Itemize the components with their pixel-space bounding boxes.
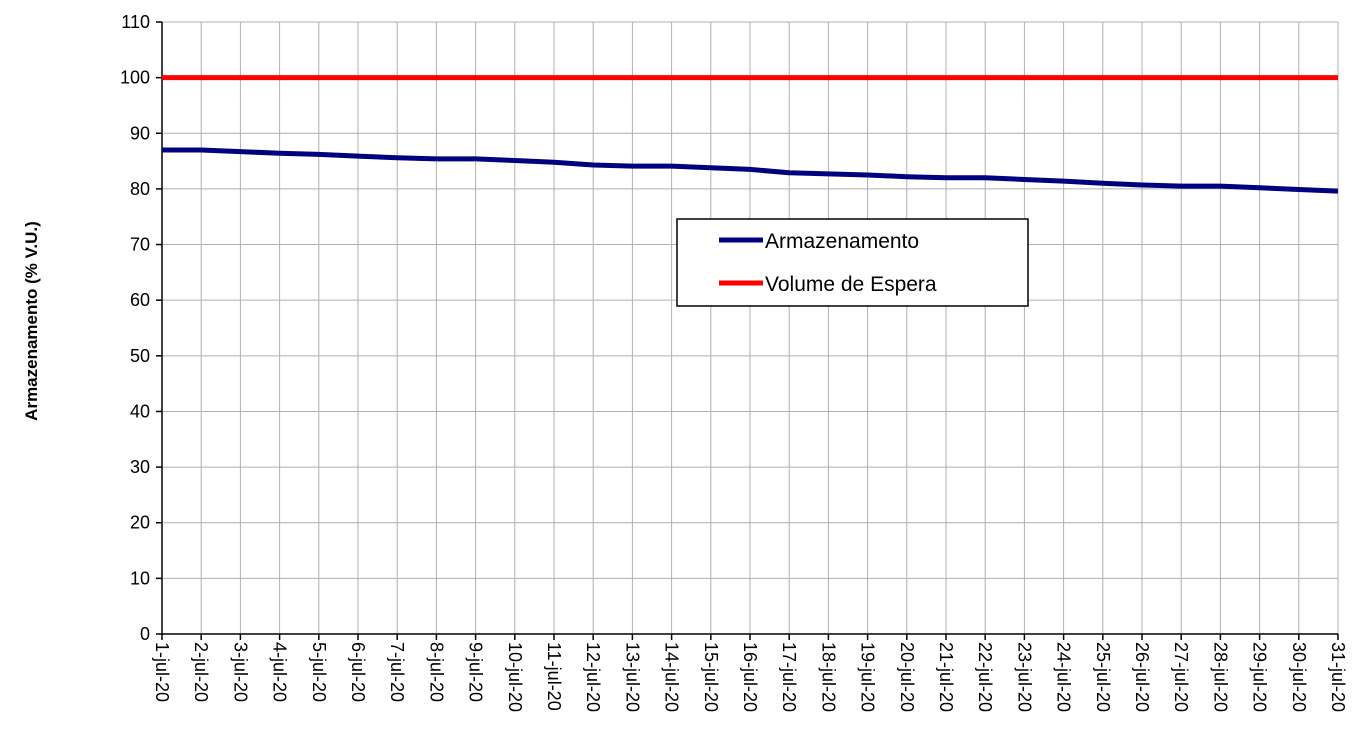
axes [156,21,1339,640]
x-tick-label: 22-jul-20 [975,642,995,712]
series-lines [162,75,1339,194]
legend: Armazenamento Volume de Espera [676,218,1029,307]
x-tick-label: 31-jul-20 [1328,642,1348,712]
y-tick-label: 40 [130,401,150,421]
x-tick-label: 28-jul-20 [1210,642,1230,712]
x-tick-label: 14-jul-20 [662,642,682,712]
legend-label-volume-de-espera: Volume de Espera [765,273,937,296]
x-tick-label: 15-jul-20 [701,642,721,712]
x-tick-label: 20-jul-20 [897,642,917,712]
x-tick-label: 4-jul-20 [270,642,290,702]
x-tick-label: 10-jul-20 [505,642,525,712]
x-tick-label: 1-jul-20 [152,642,172,702]
tick-labels: 0 10 20 30 40 50 60 70 80 90 100 110 1-jul-20 2-jul-2… [120,12,1348,712]
x-tick-label: 6-jul-20 [348,642,368,702]
x-tick-label: 24-jul-20 [1054,642,1074,712]
legend-box [676,218,1029,307]
x-tick-label: 11-jul-20 [544,642,564,711]
x-tick-label: 2-jul-20 [191,642,211,702]
y-tick-label: 60 [130,290,150,310]
y-tick-label: 30 [130,457,150,477]
y-tick-label: 50 [130,346,150,366]
x-tick-label: 5-jul-20 [309,642,329,702]
x-tick-label: 8-jul-20 [426,642,446,702]
x-tick-label: 7-jul-20 [387,642,407,702]
x-tick-label: 17-jul-20 [779,642,799,712]
x-tick-label: 3-jul-20 [230,642,250,702]
x-tick-label: 13-jul-20 [622,642,642,712]
x-tick-label: 29-jul-20 [1250,642,1270,712]
y-axis-label: Armazenamento (% V.U.) [22,221,41,421]
x-tick-label: 27-jul-20 [1171,642,1191,712]
x-tick-label: 25-jul-20 [1093,642,1113,712]
y-tick-label: 0 [140,624,150,644]
x-tick-label: 26-jul-20 [1132,642,1152,712]
x-tick-label: 9-jul-20 [466,642,486,702]
y-tick-label: 10 [130,568,150,588]
x-tick-label: 30-jul-20 [1289,642,1309,712]
x-tick-label: 18-jul-20 [818,642,838,712]
y-tick-label: 100 [120,68,150,88]
y-tick-label: 70 [130,235,150,255]
gridlines [162,21,1339,634]
series-line-armazenamento [162,147,1339,194]
x-tick-label: 12-jul-20 [583,642,603,712]
y-tick-label: 80 [130,179,150,199]
y-tick-label: 90 [130,123,150,143]
x-tick-label: 21-jul-20 [936,642,956,712]
legend-label-armazenamento: Armazenamento [765,230,919,253]
y-tick-label: 110 [121,12,150,32]
x-tick-label: 23-jul-20 [1014,642,1034,712]
y-tick-label: 20 [130,513,150,533]
x-tick-label: 19-jul-20 [858,642,878,712]
x-tick-label: 16-jul-20 [740,642,760,712]
